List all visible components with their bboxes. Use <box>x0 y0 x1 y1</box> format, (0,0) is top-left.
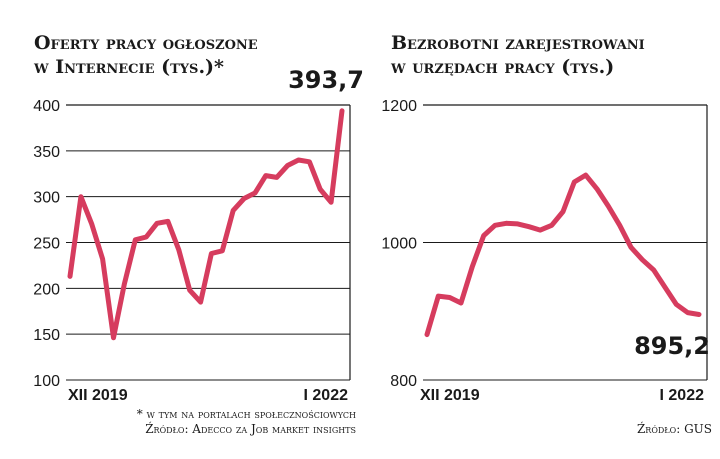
chart-title-line-1: Bezrobotni zarejestrowani <box>391 32 645 54</box>
chart-job-offers: Oferty pracy ogłoszone w Internecie (tys… <box>33 32 364 436</box>
x-tick-start: XII 2019 <box>68 387 128 404</box>
series-line <box>67 108 345 341</box>
x-tick-end: I 2022 <box>304 387 349 404</box>
y-tick-label: 400 <box>33 98 60 115</box>
y-tick-label: 1200 <box>381 98 417 115</box>
chart-title-line-2: w urzędach pracy (tys.) <box>390 56 614 78</box>
y-tick-label: 350 <box>33 144 60 161</box>
y-tick-labels: 100 150 200 250 300 350 400 <box>33 98 60 390</box>
y-tick-label: 800 <box>390 373 417 390</box>
y-tick-label: 100 <box>33 373 60 390</box>
y-tick-labels: 800 1000 1200 <box>381 98 417 390</box>
y-tick-label: 200 <box>33 281 60 298</box>
footnote: * w tym na portalach społecznościowych <box>137 407 356 421</box>
x-tick-end: I 2022 <box>660 387 705 404</box>
callout-last-value: 895,2 <box>634 332 710 360</box>
series-line <box>424 172 702 338</box>
source-note: Źródło: GUS <box>637 421 712 436</box>
x-tick-start: XII 2019 <box>420 387 480 404</box>
chart-title-line-1: Oferty pracy ogłoszone <box>34 32 258 54</box>
y-tick-label: 300 <box>33 190 60 207</box>
y-grid <box>66 104 350 381</box>
chart-title-line-2: w Internecie (tys.)* <box>33 56 224 78</box>
callout-last-value: 393,7 <box>288 66 364 94</box>
y-tick-label: 250 <box>33 236 60 253</box>
y-tick-label: 150 <box>33 327 60 344</box>
source-note: Źródło: Adecco za Job market insights <box>145 421 356 436</box>
chart-unemployed: Bezrobotni zarejestrowani w urzędach pra… <box>381 32 712 436</box>
y-tick-label: 1000 <box>381 236 417 253</box>
